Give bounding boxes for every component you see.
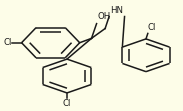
- Text: HN: HN: [110, 6, 123, 15]
- Text: Cl: Cl: [63, 99, 71, 108]
- Text: Cl: Cl: [3, 38, 12, 47]
- Text: OH: OH: [98, 12, 111, 21]
- Text: Cl: Cl: [148, 23, 156, 32]
